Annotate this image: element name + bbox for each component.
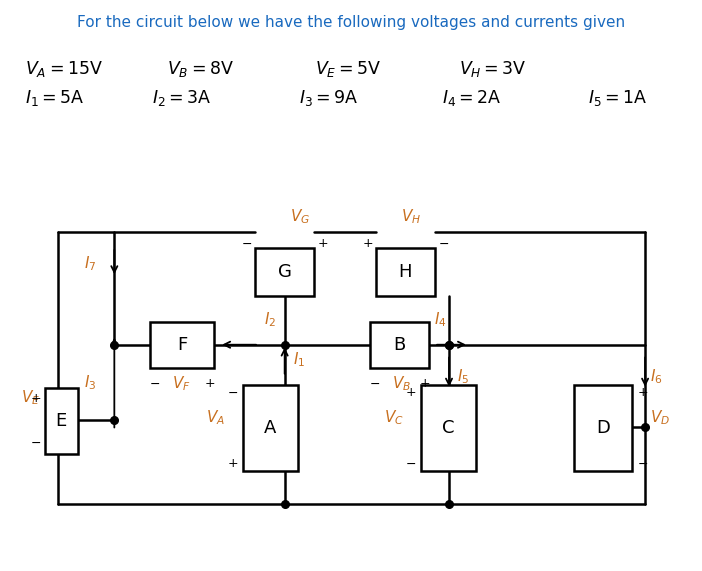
Text: $I_5$: $I_5$ [457, 367, 469, 386]
Text: $+$: $+$ [362, 237, 373, 250]
Bar [376, 248, 435, 296]
Text: $-$: $-$ [241, 237, 252, 250]
Text: $-$: $-$ [405, 457, 416, 469]
Text: $V_H$: $V_H$ [401, 207, 420, 226]
Text: $I_3 = 9\mathrm{A}$: $I_3 = 9\mathrm{A}$ [298, 88, 358, 108]
Text: F: F [177, 336, 187, 353]
Text: $I_3$: $I_3$ [84, 373, 96, 392]
Bar [255, 248, 314, 296]
Text: $V_A$: $V_A$ [206, 408, 225, 427]
Text: $+$: $+$ [418, 377, 430, 390]
Text: $-$: $-$ [438, 237, 449, 250]
Text: $+$: $+$ [227, 457, 238, 469]
Bar [574, 384, 633, 471]
Text: $V_G$: $V_G$ [290, 207, 310, 226]
Text: $V_B = 8\mathrm{V}$: $V_B = 8\mathrm{V}$ [167, 59, 234, 79]
Text: For the circuit below we have the following voltages and currents given: For the circuit below we have the follow… [77, 15, 625, 30]
Text: $V_C$: $V_C$ [384, 408, 404, 427]
Text: $I_6$: $I_6$ [650, 367, 663, 386]
Bar [370, 322, 429, 368]
Text: $I_2$: $I_2$ [264, 310, 276, 329]
Text: $-$: $-$ [227, 386, 238, 399]
Bar [150, 322, 214, 368]
Text: $-$: $-$ [637, 457, 649, 469]
Text: $I_5 = 1\mathrm{A}$: $I_5 = 1\mathrm{A}$ [588, 88, 647, 108]
Text: $+$: $+$ [637, 386, 649, 399]
Text: $V_F$: $V_F$ [172, 374, 191, 393]
Text: $V_A = 15\mathrm{V}$: $V_A = 15\mathrm{V}$ [25, 59, 103, 79]
Text: A: A [264, 419, 277, 437]
Text: $V_H = 3\mathrm{V}$: $V_H = 3\mathrm{V}$ [459, 59, 526, 79]
Bar [243, 384, 298, 471]
Text: $+$: $+$ [204, 377, 215, 390]
Bar [45, 388, 78, 454]
Text: $+$: $+$ [317, 237, 329, 250]
Text: $-$: $-$ [150, 377, 161, 390]
Text: C: C [442, 419, 455, 437]
Text: $V_B$: $V_B$ [392, 374, 411, 393]
Text: $V_D$: $V_D$ [650, 408, 670, 427]
Text: $I_4$: $I_4$ [434, 310, 446, 329]
Text: E: E [55, 412, 67, 430]
Text: $+$: $+$ [405, 386, 416, 399]
Text: D: D [596, 419, 610, 437]
Text: $I_7$: $I_7$ [84, 255, 96, 274]
Text: B: B [393, 336, 406, 353]
Bar [421, 384, 476, 471]
Text: $I_4 = 2\mathrm{A}$: $I_4 = 2\mathrm{A}$ [442, 88, 502, 108]
Text: $-$: $-$ [30, 436, 41, 449]
Text: $I_1$: $I_1$ [293, 350, 305, 369]
Text: $I_2 = 3\mathrm{A}$: $I_2 = 3\mathrm{A}$ [152, 88, 211, 108]
Text: $+$: $+$ [29, 392, 41, 405]
Text: $V_E$: $V_E$ [21, 388, 40, 407]
Text: $V_E = 5\mathrm{V}$: $V_E = 5\mathrm{V}$ [315, 59, 382, 79]
Text: $-$: $-$ [369, 377, 380, 390]
Text: G: G [278, 263, 291, 281]
Text: $I_1 = 5\mathrm{A}$: $I_1 = 5\mathrm{A}$ [25, 88, 85, 108]
Text: H: H [399, 263, 412, 281]
